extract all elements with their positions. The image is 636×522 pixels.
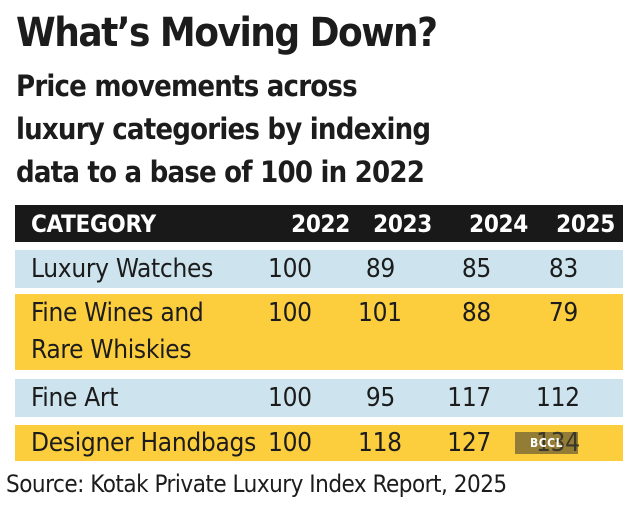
category-cell: Designer Handbags	[31, 428, 256, 458]
header-cell-2023: 2023	[373, 209, 432, 238]
table-row-fine-art: Fine Art 100 95 117 112	[15, 379, 623, 417]
value-cell-2023: 101	[358, 298, 402, 328]
value-cell-2024: 127	[447, 428, 491, 458]
bccl-watermark: BCCL	[515, 432, 578, 454]
value-cell-2022: 100	[268, 253, 312, 284]
value-cell-2024: 88	[461, 298, 491, 328]
value-cell-2023: 89	[365, 253, 395, 284]
value-cell-2024: 117	[447, 382, 491, 413]
category-cell: Luxury Watches	[31, 253, 213, 284]
value-cell-2022: 100	[268, 428, 312, 458]
value-cell-2022: 100	[268, 382, 312, 413]
source-note: Source: Kotak Private Luxury Index Repor…	[6, 470, 507, 498]
header-cell-2024: 2024	[469, 209, 528, 238]
value-cell-2025: 112	[536, 382, 580, 413]
value-cell-2024: 85	[461, 253, 491, 284]
table-row-fine-wines-rare-whiskies: Fine Wines and Rare Whiskies 100 101 88 …	[15, 294, 623, 370]
value-cell-2022: 100	[268, 298, 312, 328]
table-header-row: CATEGORY 2022 2023 2024 2025	[15, 205, 623, 242]
header-cell-2022: 2022	[291, 209, 350, 238]
value-cell-2023: 95	[365, 382, 395, 413]
header-cell-category: CATEGORY	[31, 209, 156, 238]
category-cell: Fine Art	[31, 382, 119, 413]
value-cell-2025: 83	[548, 253, 578, 284]
table-row-luxury-watches: Luxury Watches 100 89 85 83	[15, 250, 623, 288]
page-title: What’s Moving Down?	[16, 10, 438, 56]
category-cell: Fine Wines and Rare Whiskies	[31, 298, 204, 365]
value-cell-2025: 79	[548, 298, 578, 328]
table-row-designer-handbags: Designer Handbags 100 118 127 134 BCCL	[15, 425, 623, 461]
data-table: CATEGORY 2022 2023 2024 2025 Luxury Watc…	[15, 205, 623, 461]
header-cell-2025: 2025	[556, 209, 615, 238]
page-subtitle: Price movements across luxury categories…	[16, 69, 431, 189]
value-cell-2023: 118	[358, 428, 402, 458]
